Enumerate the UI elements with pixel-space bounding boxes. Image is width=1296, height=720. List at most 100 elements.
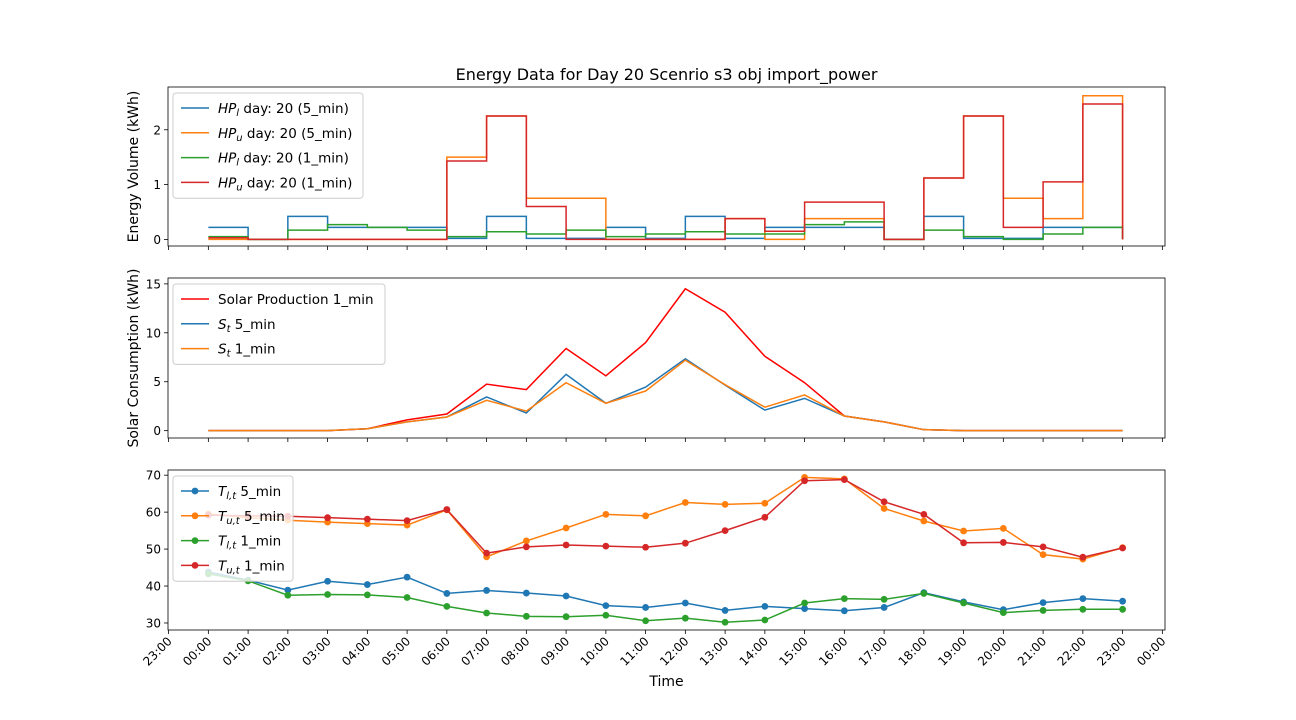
x-tick-label: 03:00 bbox=[299, 634, 333, 668]
x-tick-label: 18:00 bbox=[896, 634, 930, 668]
legend-label-rest: day: 20 (5_min) bbox=[243, 126, 353, 142]
data-point bbox=[1039, 607, 1047, 614]
legend-box bbox=[172, 283, 386, 365]
legend-label-rest: 5_min bbox=[240, 509, 285, 525]
legend-label: HPu day: 20 (1_min) bbox=[218, 175, 352, 193]
legend-label: St 1_min bbox=[218, 342, 276, 360]
legend-marker bbox=[191, 512, 199, 520]
data-point bbox=[642, 543, 649, 551]
data-point bbox=[960, 527, 967, 535]
y-axis-label: Solar Consumption (kWh) bbox=[126, 268, 142, 447]
data-point bbox=[1079, 553, 1087, 561]
panel-2: 0 5 10 15 Solar Consumption (kWh) Solar Produ… bbox=[126, 268, 1166, 448]
panel-3: 23:00 00:00 01:00 02:00 03:00 04:00 05:00 06:00… bbox=[140, 469, 1168, 690]
data-point bbox=[721, 607, 729, 614]
data-point bbox=[602, 602, 610, 610]
legend-label: Tl,t 5_min bbox=[218, 484, 281, 502]
data-point bbox=[324, 514, 331, 522]
legend-label-main: T bbox=[218, 558, 228, 574]
legend-label-main: Solar Production 1_min bbox=[218, 292, 374, 308]
data-point bbox=[960, 599, 967, 607]
x-tick-label: 22:00 bbox=[1055, 634, 1089, 668]
legend-label: St 5_min bbox=[218, 317, 276, 335]
data-point bbox=[324, 591, 331, 598]
y-tick-label: 60 bbox=[146, 506, 161, 520]
y-tick-label: 5 bbox=[153, 375, 161, 389]
legend-label-sub: t bbox=[227, 324, 232, 335]
series-line-4 bbox=[208, 478, 1123, 558]
legend-label-rest: 5_min bbox=[236, 484, 281, 500]
data-point bbox=[522, 537, 530, 545]
x-tick-label: 06:00 bbox=[419, 634, 453, 668]
legend-box bbox=[172, 475, 294, 582]
data-point bbox=[642, 604, 649, 611]
legend-label-main: T bbox=[218, 509, 228, 525]
data-point bbox=[522, 543, 530, 551]
data-point bbox=[1119, 605, 1126, 613]
legend-label-sub: l,t bbox=[226, 541, 237, 552]
data-point bbox=[999, 609, 1007, 617]
x-tick-label: 09:00 bbox=[538, 634, 572, 668]
legend-label-sub: u bbox=[236, 182, 242, 193]
x-tick-label: 21:00 bbox=[1015, 634, 1049, 668]
data-point bbox=[562, 524, 570, 532]
data-point bbox=[761, 499, 769, 507]
data-point bbox=[681, 499, 689, 506]
data-point bbox=[483, 587, 490, 594]
data-point bbox=[363, 515, 371, 523]
x-tick-label: 16:00 bbox=[816, 634, 850, 668]
data-point bbox=[642, 512, 649, 520]
y-tick-label: 50 bbox=[146, 543, 161, 557]
legend-label-sub: u,t bbox=[226, 565, 241, 576]
data-point bbox=[761, 513, 769, 521]
x-tick-label: 07:00 bbox=[458, 634, 492, 668]
axes-frame bbox=[167, 469, 1166, 631]
data-point bbox=[840, 476, 848, 484]
data-point bbox=[721, 618, 729, 626]
legend-label-main: S bbox=[218, 317, 227, 333]
legend-label-rest: day: 20 (5_min) bbox=[239, 101, 349, 117]
series-line-1 bbox=[208, 215, 1124, 241]
legend-label-rest: 1_min bbox=[236, 534, 281, 550]
data-point bbox=[721, 500, 729, 508]
y-tick-label: 15 bbox=[146, 277, 161, 291]
x-tick-label: 17:00 bbox=[856, 634, 890, 668]
legend-label-main: HP bbox=[218, 126, 237, 142]
data-point bbox=[880, 498, 888, 506]
x-tick-label: 14:00 bbox=[737, 634, 771, 668]
data-point bbox=[801, 477, 808, 485]
series-line-2 bbox=[208, 476, 1123, 560]
data-point bbox=[840, 595, 848, 602]
legend-label-sub: u bbox=[236, 133, 242, 144]
legend-label-main: T bbox=[218, 534, 228, 550]
data-point bbox=[602, 611, 610, 619]
y-tick-label: 1 bbox=[153, 178, 161, 192]
series-line-1 bbox=[208, 571, 1123, 612]
legend-label-sub: u,t bbox=[226, 516, 241, 527]
data-point bbox=[522, 612, 530, 620]
data-point bbox=[801, 599, 808, 607]
legend-marker bbox=[191, 562, 199, 569]
data-point bbox=[403, 517, 411, 525]
data-point bbox=[999, 524, 1007, 532]
data-point bbox=[562, 613, 570, 621]
x-tick-label: 01:00 bbox=[220, 634, 254, 668]
data-point bbox=[562, 592, 570, 600]
y-tick-label: 30 bbox=[146, 616, 161, 630]
x-tick-label: 23:00 bbox=[1094, 634, 1128, 668]
data-point bbox=[363, 591, 371, 599]
legend-label-main: HP bbox=[218, 175, 237, 191]
data-point bbox=[1119, 597, 1126, 605]
data-point bbox=[1119, 544, 1126, 552]
data-point bbox=[403, 573, 411, 581]
data-point bbox=[920, 510, 928, 518]
data-point bbox=[880, 595, 888, 603]
legend-label-sub: t bbox=[227, 349, 232, 360]
legend-label-rest: day: 20 (1_min) bbox=[239, 151, 349, 167]
data-point bbox=[642, 617, 649, 625]
data-point bbox=[681, 539, 689, 547]
x-tick-label: 05:00 bbox=[379, 634, 413, 668]
y-axis-label: Energy Volume (kWh) bbox=[126, 91, 142, 243]
legend-box bbox=[172, 92, 364, 199]
data-point bbox=[960, 539, 967, 547]
